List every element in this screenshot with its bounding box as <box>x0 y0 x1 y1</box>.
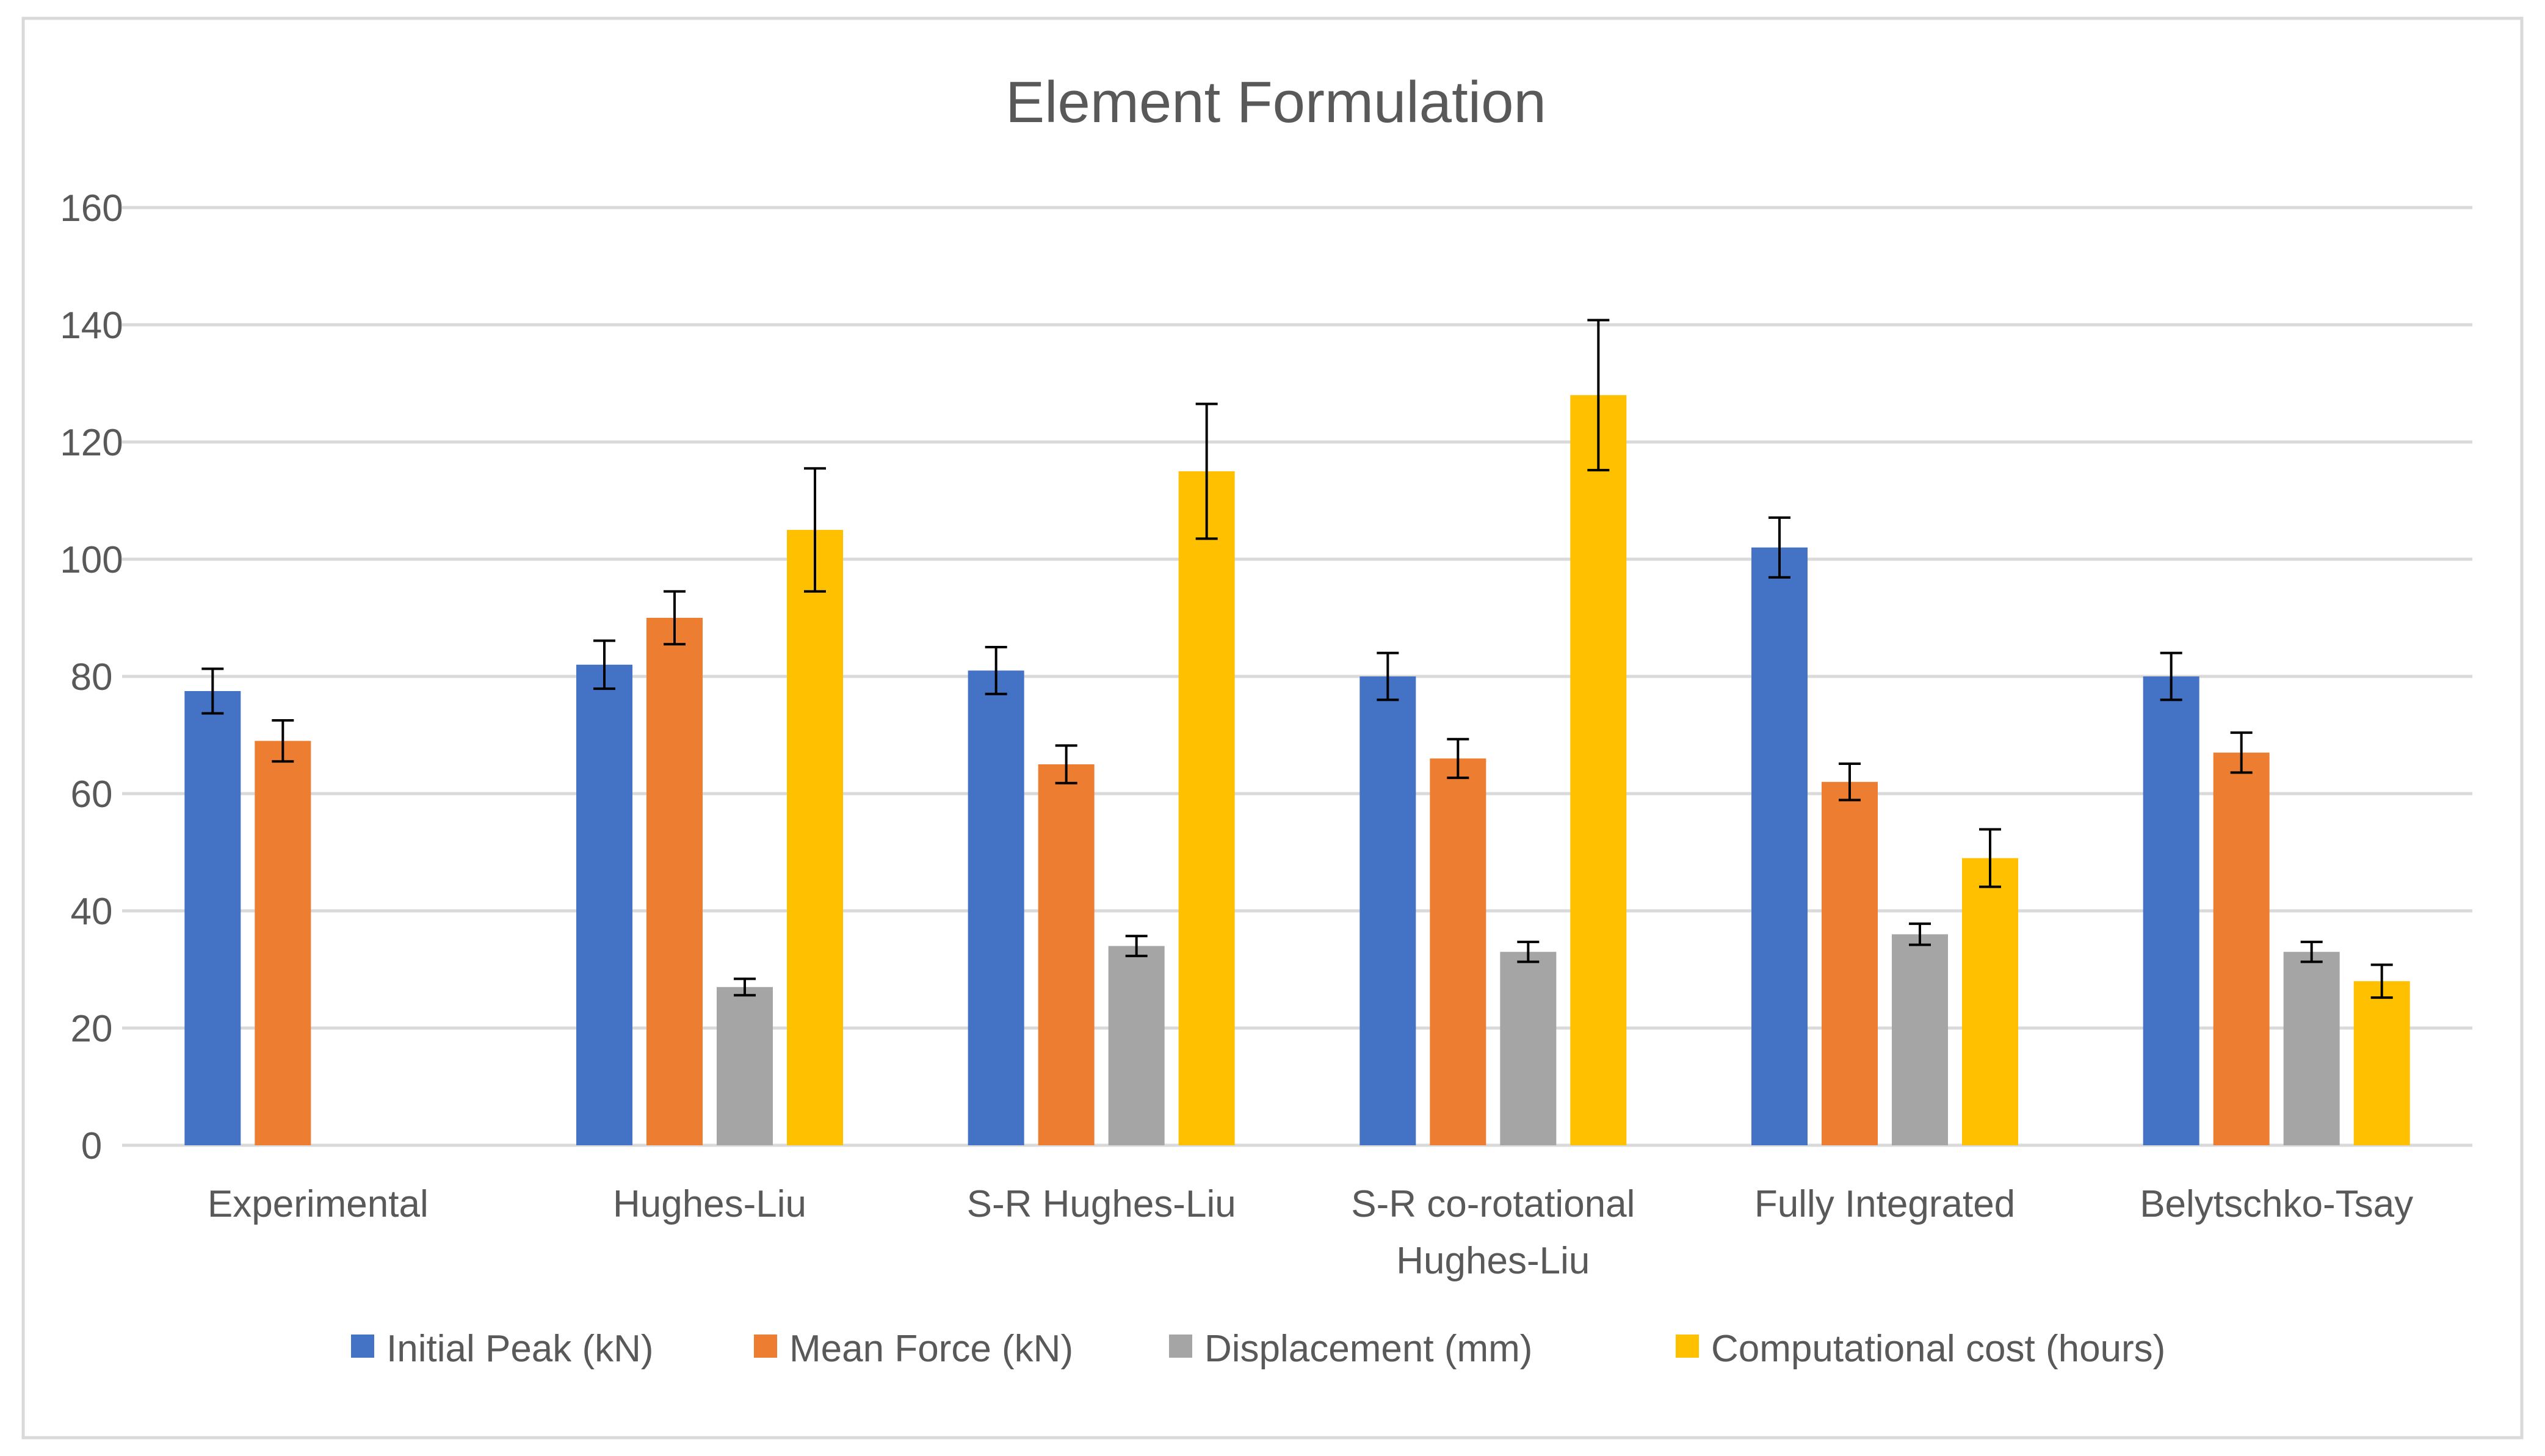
legend-swatch <box>754 1335 777 1358</box>
error-bar <box>664 590 686 646</box>
legend-item: Computational cost (hours) <box>1676 1328 2165 1370</box>
error-bar <box>734 977 756 997</box>
x-tick-label: Experimental <box>208 1183 429 1225</box>
y-tick-label: 160 <box>60 187 123 230</box>
bar <box>1751 547 1808 1145</box>
bar <box>1359 676 1416 1145</box>
y-tick-label: 0 <box>81 1125 102 1167</box>
legend-label: Displacement (mm) <box>1204 1328 1532 1370</box>
legend-label: Initial Peak (kN) <box>386 1328 654 1370</box>
error-bar <box>1768 516 1790 579</box>
bar <box>787 530 843 1145</box>
y-tick-label: 100 <box>60 539 123 581</box>
bar <box>184 691 241 1145</box>
error-bar <box>593 639 615 690</box>
legend-item: Displacement (mm) <box>1169 1328 1532 1370</box>
error-bar <box>1909 922 1931 946</box>
bar <box>2213 752 2270 1145</box>
error-bar <box>1979 828 2001 888</box>
error-bar <box>1587 319 1610 472</box>
error-bar <box>201 667 224 715</box>
legend-label: Mean Force (kN) <box>789 1328 1073 1370</box>
bar <box>2283 952 2340 1145</box>
y-tick-label: 80 <box>71 656 113 698</box>
legend: Initial Peak (kN) Mean Force (kN) Displace… <box>351 1328 2165 1370</box>
error-bar <box>1125 935 1148 957</box>
error-bar <box>1517 940 1540 963</box>
bar <box>1108 946 1165 1145</box>
error-bar <box>1195 402 1218 540</box>
error-bar <box>1377 651 1399 701</box>
bar <box>1822 781 1878 1145</box>
bar <box>1430 758 1486 1145</box>
bar <box>255 741 311 1145</box>
bar <box>646 618 703 1145</box>
error-bar <box>2160 651 2182 701</box>
bar <box>1570 395 1627 1146</box>
legend-label: Computational cost (hours) <box>1711 1328 2165 1370</box>
y-tick-label: 140 <box>60 305 123 347</box>
gridlines <box>122 206 2472 1147</box>
error-bar <box>272 719 294 763</box>
legend-swatch <box>1169 1335 1192 1358</box>
bar <box>968 670 1024 1145</box>
error-bar <box>2370 963 2393 999</box>
bar <box>1892 934 1948 1145</box>
error-bar <box>985 646 1007 695</box>
x-tick-label: Hughes-Liu <box>613 1183 806 1225</box>
y-tick-label: 120 <box>60 422 123 464</box>
legend-swatch <box>1676 1335 1699 1358</box>
error-bar <box>1839 762 1861 802</box>
y-tick-label: 60 <box>71 773 113 816</box>
error-bar <box>1055 744 1077 784</box>
bar <box>2143 676 2199 1145</box>
y-axis-ticks: 0 20 40 60 80 100 120 140 160 <box>60 187 123 1167</box>
legend-item: Initial Peak (kN) <box>351 1328 654 1370</box>
x-tick-label: Fully Integrated <box>1754 1183 2015 1225</box>
x-axis-labels: Experimental Hughes-Liu S-R Hughes-Liu S-R … <box>208 1183 2413 1282</box>
error-bars <box>201 319 2393 999</box>
chart-frame <box>21 16 2524 1440</box>
legend-swatch <box>351 1335 374 1358</box>
error-bar <box>2230 731 2253 774</box>
bar <box>576 664 632 1145</box>
error-bar <box>2300 940 2323 963</box>
legend-item: Mean Force (kN) <box>754 1328 1073 1370</box>
x-tick-label: Hughes-Liu <box>1396 1240 1590 1282</box>
chart-title: Element Formulation <box>1005 70 1546 135</box>
x-tick-label: Belytschko-Tsay <box>2140 1183 2413 1225</box>
bar <box>1962 858 2018 1145</box>
bars <box>184 395 2410 1146</box>
y-tick-label: 40 <box>71 891 113 933</box>
bar <box>1178 471 1235 1145</box>
x-tick-label: S-R Hughes-Liu <box>967 1183 1236 1225</box>
bar <box>1038 764 1095 1145</box>
error-bar <box>1447 737 1469 780</box>
y-tick-label: 20 <box>71 1008 113 1050</box>
bar <box>2353 981 2410 1145</box>
error-bar <box>804 467 826 593</box>
x-tick-label: S-R co-rotational <box>1351 1183 1635 1225</box>
bar <box>717 987 773 1145</box>
bar <box>1500 952 1557 1145</box>
